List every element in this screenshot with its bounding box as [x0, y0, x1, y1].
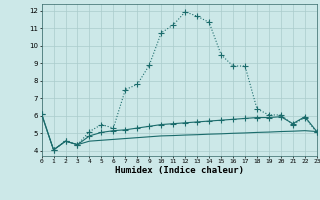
X-axis label: Humidex (Indice chaleur): Humidex (Indice chaleur) [115, 166, 244, 175]
